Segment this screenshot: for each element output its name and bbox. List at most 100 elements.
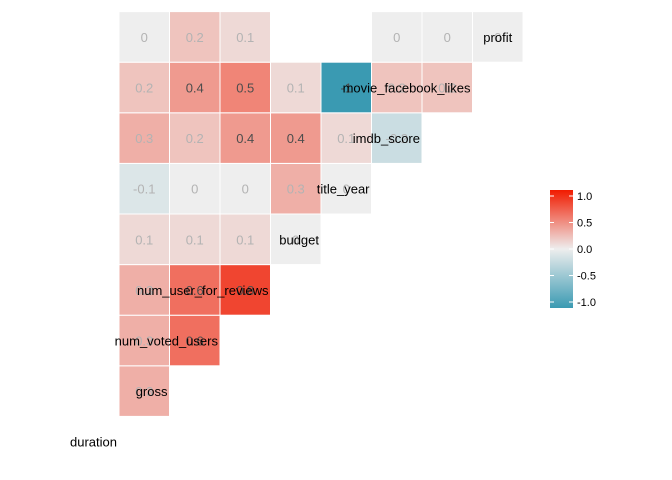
heatmap-cell-rect [472,11,524,63]
heatmap-cell-movie_facebook_likes-num_voted_users: 0.5 [219,61,271,114]
heatmap-cell-num_user_for_reviews-gross: 0.6 [169,264,221,316]
heatmap-cell-imdb_score-duration: 0.3 [118,112,170,164]
heatmap-cell-value: 0.2 [438,81,456,96]
variable-label-profit: profit [483,30,512,45]
heatmap-cell-profit-title_year: 0 [371,11,423,63]
heatmap-cell-profit-movie_facebook_likes: 0 [472,11,524,63]
heatmap-cell-rect [219,11,271,63]
heatmap-cell-rect [421,61,473,114]
heatmap-cell-value: 0.1 [236,30,254,45]
heatmap-cell-value: 0 [292,232,299,247]
heatmap-cell-movie_facebook_likes-budget: -1 [320,61,372,114]
heatmap-cell-value: 0.2 [135,81,153,96]
heatmap-cell-imdb_score-num_user_for_reviews: 0.4 [270,112,322,164]
labels-layer: duration gross num_voted_users num_user_for… [70,30,513,450]
heatmap-cell-rect [169,213,221,266]
heatmap-cell-rect [320,61,372,114]
heatmap-cell-value: 0.2 [186,30,204,45]
heatmap-cell-num_user_for_reviews-num_voted_users: 0.8 [219,264,271,316]
heatmap-cell-imdb_score-gross: 0.2 [169,112,221,164]
heatmap-cell-profit-duration: 0 [118,11,170,63]
heatmap-cell-value: 0.1 [186,232,204,247]
heatmap-cell-value: 0 [494,30,501,45]
heatmap-cell-title_year-num_voted_users: 0 [219,162,271,215]
variable-label-gross: gross [136,384,168,399]
heatmap-cell-budget-num_voted_users: 0.1 [219,213,271,266]
heatmap-cell-rect [169,314,221,367]
variable-label-num_user_for_reviews: num_user_for_reviews [137,283,269,298]
heatmap-cell-profit-imdb_score: 0 [421,11,473,63]
heatmap-cell-value: 0.4 [236,131,254,146]
variable-label-budget: budget [279,232,319,247]
heatmap-cell-num_voted_users-duration: 0.3 [118,314,170,367]
heatmap-cell-value: 0 [343,182,350,197]
heatmap-cell-rect [270,213,322,266]
heatmap-cell-imdb_score-budget: 0.1 [320,112,372,164]
heatmap-cell-value: 0 [141,30,148,45]
heatmap-cell-value: 0.3 [135,334,153,349]
color-legend: 1.0 0.5 0.0 -0.5 -1.0 [550,190,596,309]
heatmap-cell-budget-gross: 0.1 [169,213,221,266]
heatmap-cell-value: 0.6 [186,334,204,349]
heatmap-cell-value: 0.3 [135,283,153,298]
legend-tick-label: -0.5 [577,271,596,283]
heatmap-cell-value: 0 [444,30,451,45]
variable-label-imdb_score: imdb_score [353,131,420,146]
heatmap-cell-profit-gross: 0.2 [169,11,221,63]
heatmap-cell-budget-num_user_for_reviews: 0 [270,213,322,266]
heatmap-cell-movie_facebook_likes-gross: 0.4 [169,61,221,114]
heatmap-cell-value: 0.6 [186,283,204,298]
legend-colorbar [550,190,573,308]
legend-tick-label: 0.5 [577,218,592,230]
heatmap-cell-rect [118,61,170,114]
variable-label-movie_facebook_likes: movie_facebook_likes [343,81,471,96]
heatmap-cell-value: 0.3 [287,182,305,197]
cells-layer: 0.3 0.3 0.3 0.1 -0.1 0.3 0.2 0 0.6 0.6 0.1 0 0.2 0.4 0… [118,11,524,417]
variable-label-duration: duration [70,435,117,450]
heatmap-cell-title_year-num_user_for_reviews: 0.3 [270,162,322,215]
heatmap-cell-movie_facebook_likes-duration: 0.2 [118,61,170,114]
heatmap-cell-rect [118,314,170,367]
heatmap-cell-budget-duration: 0.1 [118,213,170,266]
heatmap-cell-imdb_score-num_voted_users: 0.4 [219,112,271,164]
heatmap-cell-value: -1 [340,81,352,96]
heatmap-cell-rect [219,264,271,316]
heatmap-cell-rect [219,213,271,266]
heatmap-cell-profit-num_voted_users: 0.1 [219,11,271,63]
heatmap-cell-value: 0.3 [135,131,153,146]
heatmap-cell-rect [270,61,322,114]
heatmap-cell-value: 0.1 [135,232,153,247]
heatmap-cell-value: 0.5 [236,81,254,96]
heatmap-cell-title_year-gross: 0 [169,162,221,215]
heatmap-cell-num_user_for_reviews-duration: 0.3 [118,264,170,316]
heatmap-cell-value: 0 [393,30,400,45]
heatmap-cell-rect [219,61,271,114]
legend-tick-label: -1.0 [577,297,596,309]
heatmap-cell-value: 0.1 [287,81,305,96]
heatmap-cell-rect [169,162,221,215]
heatmap-cell-value: -0.1 [133,182,155,197]
heatmap-cell-value: 0.2 [388,81,406,96]
heatmap-cell-value: 0.4 [287,131,305,146]
heatmap-cell-value: 0.8 [236,283,254,298]
legend-tick-label: 0.0 [577,244,592,256]
heatmap-cell-value: 0 [191,182,198,197]
heatmap-cell-rect [118,365,170,417]
heatmap-cell-movie_facebook_likes-num_user_for_reviews: 0.1 [270,61,322,114]
variable-label-title_year: title_year [317,182,370,197]
heatmap-cell-title_year-duration: -0.1 [118,162,170,215]
heatmap-cell-value: 0.1 [337,131,355,146]
heatmap-cell-num_voted_users-gross: 0.6 [169,314,221,367]
heatmap-cell-gross-duration: 0.3 [118,365,170,417]
legend-tick-label: 1.0 [577,191,592,203]
heatmap-cell-movie_facebook_likes-imdb_score: 0.2 [421,61,473,114]
heatmap-cell-value: 0.2 [186,131,204,146]
heatmap-cell-value: -0.2 [386,131,408,146]
heatmap-cell-value: 0 [242,182,249,197]
heatmap-cell-value: 0.3 [135,384,153,399]
heatmap-cell-rect [169,264,221,316]
variable-label-num_voted_users: num_voted_users [115,334,219,349]
heatmap-cell-rect [118,264,170,316]
heatmap-cell-value: 0.4 [186,81,204,96]
